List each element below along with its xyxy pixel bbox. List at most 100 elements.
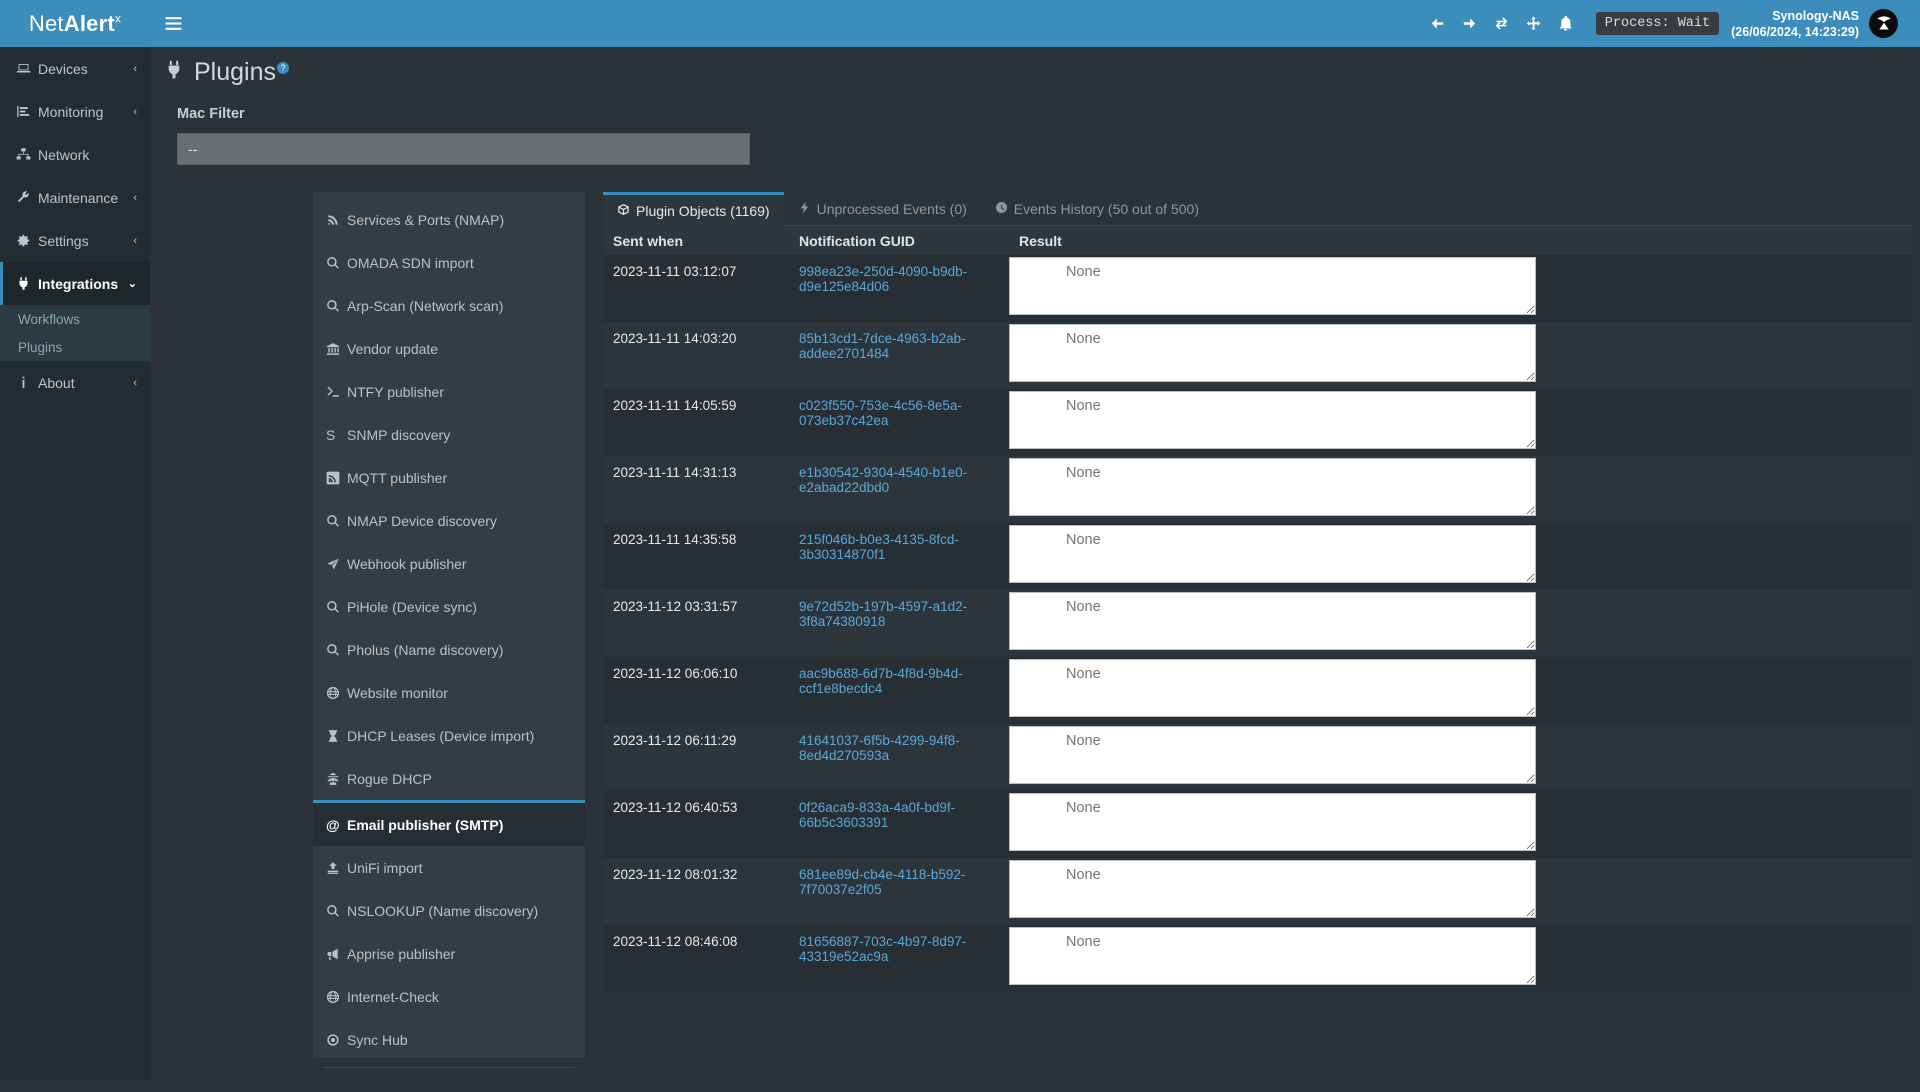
result-textarea[interactable] (1009, 525, 1536, 583)
plugin-objects-table-scroll[interactable]: Sent when Notification GUID Result 2023-… (603, 226, 1912, 1092)
sidebar-item-plugins[interactable]: Plugins (0, 333, 150, 361)
plugin-item-vendor-update[interactable]: Vendor update (313, 327, 585, 370)
plugin-item-arp-scan[interactable]: Arp-Scan (Network scan) (313, 284, 585, 327)
result-textarea[interactable] (1009, 592, 1536, 650)
cell-notification-guid[interactable]: 41641037-6f5b-4299-94f8-8ed4d270593a (799, 733, 960, 763)
hamburger-icon[interactable] (150, 0, 196, 47)
sidebar-item-about[interactable]: About ‹ (0, 361, 150, 404)
cell-notification-guid[interactable]: 681ee89d-cb4e-4118-b592-7f70037e2f05 (799, 867, 966, 897)
cell-sent-when: 2023-11-11 14:31:13 (613, 465, 737, 480)
plugin-item-pholus-name-discovery[interactable]: Pholus (Name discovery) (313, 628, 585, 671)
cell-notification-guid[interactable]: 85b13cd1-7dce-4963-b2ab-addee2701484 (799, 331, 966, 361)
tab-unprocessed-events[interactable]: Unprocessed Events (0) (784, 192, 981, 226)
result-textarea[interactable] (1009, 927, 1536, 985)
search-icon (326, 643, 347, 657)
chevron-left-icon: ‹ (133, 234, 137, 247)
sidebar-label-integrations: Integrations (38, 275, 119, 292)
column-header-notification-guid[interactable]: Notification GUID (799, 232, 915, 249)
sidebar-item-settings[interactable]: Settings ‹ (0, 219, 150, 262)
result-textarea[interactable] (1009, 458, 1536, 516)
sidebar-item-monitoring[interactable]: Monitoring ‹ (0, 90, 150, 133)
sidebar-item-workflows[interactable]: Workflows (0, 305, 150, 333)
chevron-left-icon: ‹ (133, 105, 137, 118)
forward-arrow-icon[interactable] (1454, 0, 1486, 47)
mac-filter-input[interactable] (177, 133, 750, 165)
table-row[interactable]: 2023-11-12 06:06:10 aac9b688-6d7b-4f8d-9… (603, 657, 1912, 724)
cell-notification-guid[interactable]: 215f046b-b0e3-4135-8fcd-3b30314870f1 (799, 532, 959, 562)
plugin-label: Email publisher (SMTP) (347, 816, 504, 833)
result-textarea[interactable] (1009, 659, 1536, 717)
cell-notification-guid[interactable]: e1b30542-9304-4540-b1e0-e2abad22dbd0 (799, 465, 968, 495)
column-header-sent-when[interactable]: Sent when (613, 232, 684, 249)
move-icon[interactable] (1518, 0, 1550, 47)
plugin-item-rogue-dhcp[interactable]: Rogue DHCP (313, 757, 585, 800)
plugin-item-nslookup[interactable]: NSLOOKUP (Name discovery) (313, 889, 585, 932)
plugin-item-sync-hub[interactable]: Sync Hub (313, 1018, 585, 1061)
result-textarea[interactable] (1009, 793, 1536, 851)
table-row[interactable]: 2023-11-11 03:12:07 998ea23e-250d-4090-b… (603, 255, 1912, 322)
plugin-item-omada-sdn-import[interactable]: OMADA SDN import (313, 241, 585, 284)
plugin-item-nmap-device-discovery[interactable]: NMAP Device discovery (313, 499, 585, 542)
plugin-item-email-publisher-smtp[interactable]: @ Email publisher (SMTP) (313, 800, 585, 846)
plugin-item-services-ports-nmap[interactable]: Services & Ports (NMAP) (313, 198, 585, 241)
table-row[interactable]: 2023-11-11 14:35:58 215f046b-b0e3-4135-8… (603, 523, 1912, 590)
plugin-item-pihole-device-sync[interactable]: PiHole (Device sync) (313, 585, 585, 628)
table-row[interactable]: 2023-11-11 14:05:59 c023f550-753e-4c56-8… (603, 389, 1912, 456)
table-row[interactable]: 2023-11-12 03:31:57 9e72d52b-197b-4597-a… (603, 590, 1912, 657)
result-textarea[interactable] (1009, 324, 1536, 382)
info-icon (16, 375, 38, 390)
cell-notification-guid[interactable]: aac9b688-6d7b-4f8d-9b4d-ccf1e8becdc4 (799, 666, 963, 696)
plugin-label: Vendor update (347, 340, 439, 357)
cell-notification-guid[interactable]: 0f26aca9-833a-4a0f-bd9f-66b5c3603391 (799, 800, 956, 830)
navbar-right: Process: Wait Synology-NAS (26/06/2024, … (1422, 0, 1908, 47)
sidebar-label-devices: Devices (38, 60, 88, 77)
result-textarea[interactable] (1009, 257, 1536, 315)
plugin-label: SNMP discovery (347, 426, 451, 443)
plugin-list-panel: Services & Ports (NMAP) OMADA SDN import… (313, 192, 585, 1068)
refresh-icon[interactable] (1486, 0, 1518, 47)
plugin-item-webhook-publisher[interactable]: Webhook publisher (313, 542, 585, 585)
back-arrow-icon[interactable] (1422, 0, 1454, 47)
cell-notification-guid[interactable]: 81656887-703c-4b97-8d97-43319e52ac9a (799, 934, 967, 964)
avatar[interactable] (1869, 9, 1898, 38)
sidebar: Devices ‹ Monitoring ‹ Network Maintenan… (0, 47, 150, 1080)
sidebar-item-maintenance[interactable]: Maintenance ‹ (0, 176, 150, 219)
tab-label: Unprocessed Events (0) (816, 201, 967, 217)
table-row[interactable]: 2023-11-12 06:40:53 0f26aca9-833a-4a0f-b… (603, 791, 1912, 858)
result-textarea[interactable] (1009, 726, 1536, 784)
cell-result (1009, 523, 1912, 590)
table-row[interactable]: 2023-11-11 14:03:20 85b13cd1-7dce-4963-b… (603, 322, 1912, 389)
sidebar-item-integrations[interactable]: Integrations ⌄ (0, 262, 150, 305)
plugin-item-website-monitor[interactable]: Website monitor (313, 671, 585, 714)
plugin-item-internet-check[interactable]: Internet-Check (313, 975, 585, 1018)
chevron-left-icon: ‹ (133, 62, 137, 75)
result-textarea[interactable] (1009, 860, 1536, 918)
chevron-left-icon: ‹ (133, 191, 137, 204)
tab-events-history[interactable]: Events History (50 out of 500) (981, 192, 1213, 226)
table-row[interactable]: 2023-11-11 14:31:13 e1b30542-9304-4540-b… (603, 456, 1912, 523)
cell-notification-guid[interactable]: 9e72d52b-197b-4597-a1d2-3f8a74380918 (799, 599, 968, 629)
plugin-item-dhcp-leases[interactable]: DHCP Leases (Device import) (313, 714, 585, 757)
sidebar-item-devices[interactable]: Devices ‹ (0, 47, 150, 90)
help-icon[interactable]: ? (277, 61, 289, 74)
table-row[interactable]: 2023-11-12 08:01:32 681ee89d-cb4e-4118-b… (603, 858, 1912, 925)
bell-icon[interactable] (1550, 0, 1582, 47)
app-logo[interactable]: NetAlertx (0, 0, 150, 47)
plugin-item-mqtt-publisher[interactable]: MQTT publisher (313, 456, 585, 499)
plugin-item-unifi-import[interactable]: UniFi import (313, 846, 585, 889)
sync-icon (326, 1033, 347, 1047)
cell-notification-guid[interactable]: c023f550-753e-4c56-8e5a-073eb37c42ea (799, 398, 962, 428)
table-row[interactable]: 2023-11-12 08:46:08 81656887-703c-4b97-8… (603, 925, 1912, 992)
cell-notification-guid[interactable]: 998ea23e-250d-4090-b9db-d9e125e84d06 (799, 264, 968, 294)
plugin-item-ntfy-publisher[interactable]: NTFY publisher (313, 370, 585, 413)
plugin-item-apprise-publisher[interactable]: Apprise publisher (313, 932, 585, 975)
plugin-item-snmp-discovery[interactable]: S SNMP discovery (313, 413, 585, 456)
table-row[interactable]: 2023-11-12 06:11:29 41641037-6f5b-4299-9… (603, 724, 1912, 791)
tab-plugin-objects[interactable]: Plugin Objects (1169) (603, 192, 784, 226)
column-header-result[interactable]: Result (1019, 232, 1062, 249)
user-info[interactable]: Synology-NAS (26/06/2024, 14:23:29) (1731, 8, 1869, 40)
cell-sent-when: 2023-11-12 06:40:53 (613, 800, 738, 815)
cell-result (1009, 724, 1912, 791)
result-textarea[interactable] (1009, 391, 1536, 449)
sidebar-item-network[interactable]: Network (0, 133, 150, 176)
